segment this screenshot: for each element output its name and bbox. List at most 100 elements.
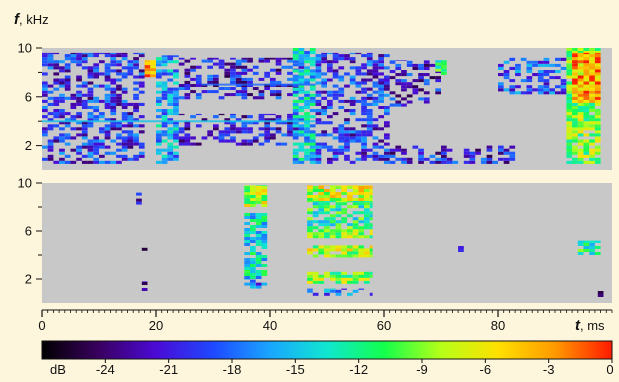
spectrogram-cell xyxy=(509,145,516,149)
spectrogram-cell xyxy=(369,202,373,206)
spectrogram-cell xyxy=(53,109,60,113)
spectrogram-cell xyxy=(275,80,282,84)
spectrogram-cell xyxy=(53,72,60,76)
spectrogram-cell xyxy=(250,201,256,204)
spectrogram-cell xyxy=(352,245,359,249)
spectrogram-cell xyxy=(42,81,48,85)
spectrogram-cell xyxy=(401,97,407,101)
spectrogram-cell xyxy=(255,273,262,276)
spectrogram-cell xyxy=(178,87,185,90)
spectrogram-cell xyxy=(441,65,447,69)
spectrogram-cell xyxy=(218,96,225,100)
spectrogram-cell xyxy=(335,205,342,209)
spectrogram-cell xyxy=(378,139,384,143)
spectrogram-cell xyxy=(244,228,250,231)
spectrogram-cell xyxy=(526,70,533,73)
spectrogram-cell xyxy=(423,60,430,64)
spectrogram-cell xyxy=(338,124,345,128)
spectrogram-cell xyxy=(156,63,162,67)
spectrogram-cell xyxy=(318,280,325,284)
spectrogram-cell xyxy=(110,118,117,122)
spectrogram-cell xyxy=(121,124,128,128)
spectrogram-cell xyxy=(372,66,379,70)
spectrogram-cell xyxy=(298,69,305,73)
spectrogram-cell xyxy=(335,289,342,293)
spectrogram-cell xyxy=(315,57,322,61)
spectrogram-cell xyxy=(53,124,60,128)
spectrogram-cell xyxy=(509,157,516,161)
spectrogram-cell xyxy=(99,130,105,134)
spectrogram-cell xyxy=(207,77,213,81)
spectrogram-cell xyxy=(418,148,424,152)
spectrogram-cell xyxy=(230,57,236,60)
spectrogram-cell xyxy=(329,201,336,203)
spectrogram-cell xyxy=(99,154,105,158)
spectrogram-cell xyxy=(594,102,601,106)
spectrogram-cell xyxy=(138,54,145,58)
spectrogram-cell xyxy=(104,151,111,155)
spectrogram-cell xyxy=(121,130,128,134)
spectrogram-cell xyxy=(298,90,305,94)
spectrogram-cell xyxy=(347,205,353,209)
spectrogram-cell xyxy=(244,276,250,279)
spectrogram-cell xyxy=(441,145,447,149)
x-tick-label: 40 xyxy=(263,318,277,333)
spectrogram-cell xyxy=(70,118,77,122)
spectrogram-cell xyxy=(250,231,256,234)
spectrogram-cell xyxy=(261,219,268,222)
spectrogram-cell xyxy=(42,60,48,64)
spectrogram-cell xyxy=(235,65,242,69)
spectrogram-cell xyxy=(230,115,236,119)
spectrogram-cell xyxy=(321,90,327,94)
spectrogram-cell xyxy=(378,81,384,85)
spectrogram-cell xyxy=(47,142,54,146)
spectrogram-cell xyxy=(298,81,305,85)
spectrogram-cell xyxy=(589,81,595,85)
spectrogram-cell xyxy=(321,57,327,61)
spectrogram-cell xyxy=(318,195,325,198)
spectrogram-cell xyxy=(304,127,310,131)
spectrogram-cell xyxy=(589,87,595,91)
spectrogram-cell xyxy=(116,99,122,103)
spectrogram-cell xyxy=(355,136,362,140)
spectrogram-cell xyxy=(318,201,325,203)
spectrogram-cell xyxy=(532,73,538,77)
spectrogram-cell xyxy=(42,127,48,131)
spectrogram-cell xyxy=(395,66,402,70)
spectrogram-cell xyxy=(255,201,262,204)
spectrogram-cell xyxy=(406,63,413,67)
spectrogram-cell xyxy=(173,124,179,128)
spectrogram-cell xyxy=(156,75,162,79)
spectrogram-cell xyxy=(312,201,319,203)
spectrogram-cell xyxy=(255,222,262,225)
spectrogram-cell xyxy=(76,84,82,88)
spectrogram-cell xyxy=(352,277,359,281)
spectrogram-cell xyxy=(555,70,561,73)
spectrogram-cell xyxy=(583,81,590,85)
spectrogram-cell xyxy=(329,271,336,275)
spectrogram-cell xyxy=(213,57,219,60)
spectrogram-cell xyxy=(589,240,595,243)
spectrogram-cell xyxy=(401,79,407,83)
spectrogram-cell xyxy=(47,102,54,106)
spectrogram-cell xyxy=(304,154,310,158)
spectrogram-cell xyxy=(261,234,268,237)
spectrogram-cell xyxy=(281,57,288,60)
spectrogram-cell xyxy=(378,115,384,119)
spectrogram-cell xyxy=(213,77,219,81)
spectrogram-cell xyxy=(184,127,191,131)
spectrogram-cell xyxy=(577,252,584,255)
spectrogram-cell xyxy=(304,72,310,76)
spectrogram-cell xyxy=(372,99,379,103)
spectrogram-cell xyxy=(341,211,347,215)
spectrogram-cell xyxy=(307,201,313,203)
spectrogram-cell xyxy=(144,74,151,78)
spectrogram-cell xyxy=(99,60,105,64)
spectrogram-cell xyxy=(566,75,573,79)
spectrogram-cell xyxy=(589,51,595,55)
spectrogram-cell xyxy=(255,234,262,237)
spectrogram-cell xyxy=(178,96,185,100)
spectrogram-cell xyxy=(395,157,402,161)
spectrogram-cell xyxy=(566,81,573,85)
